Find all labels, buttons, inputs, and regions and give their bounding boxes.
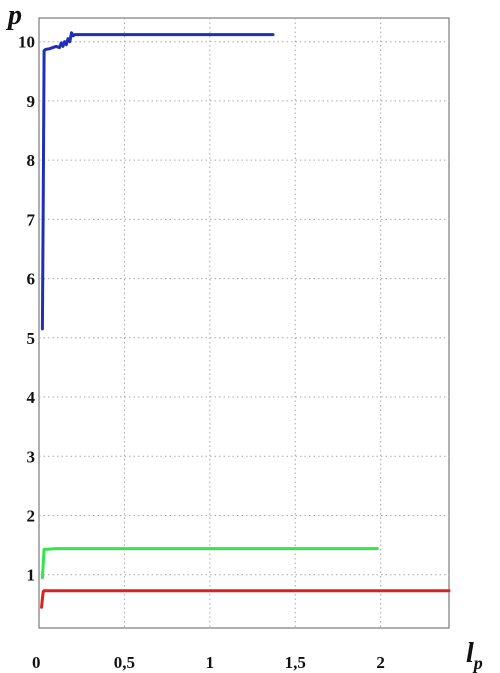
x-tick-label: 0 <box>32 653 41 672</box>
x-axis-title: lp <box>466 638 483 673</box>
y-tick-label: 3 <box>27 447 36 466</box>
y-tick-label: 6 <box>27 270 36 289</box>
series-group <box>40 31 451 609</box>
x-tick-label: 1,5 <box>285 653 306 672</box>
x-tick-labels: 0 0,5 1 1,5 2 <box>32 653 385 672</box>
y-axis-title: p <box>6 0 22 31</box>
x-tick-label: 0,5 <box>114 653 135 672</box>
y-tick-label: 10 <box>18 33 35 52</box>
series-line-2 <box>40 547 379 580</box>
series-line-3 <box>40 589 451 609</box>
series-line-1 <box>40 31 275 331</box>
y-tick-labels: 1 2 3 4 5 6 7 8 9 10 <box>18 33 36 585</box>
x-axis-title-main: l <box>466 638 474 669</box>
y-tick-label: 5 <box>27 329 36 348</box>
y-tick-label: 4 <box>27 388 36 407</box>
y-tick-label: 9 <box>27 92 36 111</box>
y-tick-label: 1 <box>27 566 36 585</box>
y-tick-label: 7 <box>27 210 36 229</box>
plot-frame <box>38 17 450 629</box>
grid <box>39 18 449 628</box>
x-tick-label: 2 <box>376 653 385 672</box>
y-tick-label: 8 <box>27 151 36 170</box>
y-tick-label: 2 <box>27 506 36 525</box>
x-axis-title-sub: p <box>472 653 483 673</box>
x-tick-label: 1 <box>206 653 215 672</box>
